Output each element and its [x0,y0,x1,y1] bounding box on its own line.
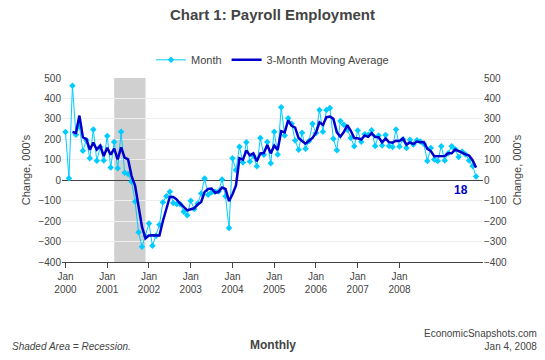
svg-text:100: 100 [44,154,61,165]
svg-text:200: 200 [44,134,61,145]
svg-text:EconomicSnapshots.comJan 4, 20: EconomicSnapshots.comJan 4, 2008 [424,328,537,352]
svg-text:Jan2002: Jan2002 [138,271,161,295]
svg-text:−200: −200 [484,216,507,227]
svg-text:400: 400 [44,93,61,104]
svg-text:Jan2001: Jan2001 [96,271,119,295]
svg-text:−300: −300 [484,236,507,247]
svg-text:500: 500 [44,73,61,84]
svg-text:−100: −100 [38,195,61,206]
svg-text:Chart 1: Payroll Employment: Chart 1: Payroll Employment [170,6,375,23]
svg-text:Jan2004: Jan2004 [221,271,244,295]
svg-text:200: 200 [484,134,501,145]
svg-text:300: 300 [44,113,61,124]
svg-text:Jan2008: Jan2008 [388,271,411,295]
svg-text:Jan2000: Jan2000 [54,271,77,295]
svg-text:Month: Month [191,54,222,66]
svg-text:−400: −400 [484,257,507,268]
svg-text:Jan2005: Jan2005 [263,271,286,295]
svg-text:−400: −400 [38,257,61,268]
svg-text:−200: −200 [38,216,61,227]
svg-text:Jan2007: Jan2007 [347,271,370,295]
svg-text:0: 0 [484,175,490,186]
svg-text:Shaded Area = Recession.: Shaded Area = Recession. [12,341,131,352]
svg-text:500: 500 [484,73,501,84]
svg-text:0: 0 [55,175,61,186]
svg-text:18: 18 [454,183,468,197]
svg-text:Change, 000's: Change, 000's [20,134,32,205]
svg-text:Jan2006: Jan2006 [305,271,328,295]
svg-text:Monthly: Monthly [250,338,296,352]
svg-text:−100: −100 [484,195,507,206]
svg-text:100: 100 [484,154,501,165]
svg-text:−300: −300 [38,236,61,247]
svg-text:Change, 000's: Change, 000's [511,134,523,205]
svg-text:400: 400 [484,93,501,104]
svg-text:3-Month Moving Average: 3-Month Moving Average [267,54,389,66]
svg-text:Jan2003: Jan2003 [180,271,203,295]
svg-text:300: 300 [484,113,501,124]
